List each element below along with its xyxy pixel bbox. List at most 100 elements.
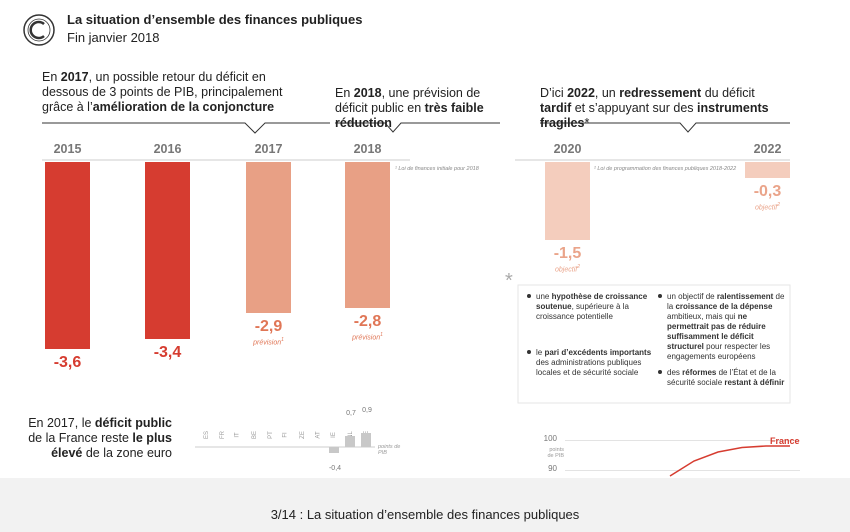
logo (23, 14, 55, 46)
note-ref: 1 (380, 331, 383, 338)
text: de l’État et de la sécurité sociale (667, 368, 776, 387)
bar (345, 162, 390, 308)
y-tick-label: 100 (543, 434, 557, 443)
x-tick-label: 2017 (254, 142, 283, 156)
bullet (527, 294, 531, 298)
bold-text: réformes (682, 368, 717, 377)
value-label: -1,5 (553, 245, 582, 262)
note-text: objectif (755, 203, 778, 211)
note-text: prévision (352, 333, 381, 341)
text: et s’appuyant sur des (571, 101, 698, 115)
footnote: ¹ Loi de finances initiale pour 2018 (395, 166, 479, 172)
subtitle: Fin janvier 2018 (67, 30, 160, 45)
bullet (658, 294, 662, 298)
bar (246, 162, 291, 313)
bold-text: ne permettrait pas de réduire suffisamme… (667, 312, 766, 351)
x-tick-label: 2022 (753, 142, 782, 156)
text: de la zone euro (82, 446, 172, 460)
text: , une prévision de déficit public en (335, 86, 481, 115)
bold-text: redressement (619, 86, 702, 100)
value-label: -2,9 (254, 317, 283, 335)
assumption: une hypothèse de croissance soutenue, su… (536, 292, 654, 322)
callout-frames (42, 122, 791, 448)
assumption: le pari d’excédents importants des admin… (536, 348, 654, 378)
line (669, 445, 790, 477)
callout: D’ici 2022, un redressement du déficit t… (540, 86, 785, 131)
text: ambitieux, mais qui (667, 312, 738, 321)
bold-text: le plus élevé (51, 431, 172, 460)
text: En (335, 86, 354, 100)
value-label: -3,6 (53, 354, 82, 372)
note-ref: 2 (777, 201, 780, 208)
text: , supérieure à la croissance potentielle (536, 302, 629, 321)
callout: En 2018, une prévision de déficit public… (335, 86, 505, 131)
text: En 2017, le (28, 416, 95, 430)
legend-label: France (770, 436, 800, 446)
asterisk: * (505, 270, 513, 292)
comparison-text: En 2017, le déficit public de la France … (20, 416, 172, 461)
footnote: ² Loi de programmation des finances publ… (594, 166, 737, 172)
line-plot (669, 445, 790, 477)
x-tick-label: 2015 (53, 142, 82, 156)
text: un objectif de (667, 292, 717, 301)
bar (329, 447, 339, 454)
assumption: un objectif de ralentissement de la croi… (667, 292, 785, 362)
y-axis-label: points de PIB (547, 447, 564, 459)
value-label: 0,9 (362, 406, 372, 414)
grid-line (565, 470, 800, 471)
text: * (584, 116, 590, 130)
bold-text: 2018 (353, 86, 382, 100)
caption: 3/14 : La situation d’ensemble des finan… (270, 507, 580, 522)
value-label: -2,8 (353, 312, 382, 330)
bold-text: instruments fragiles (540, 101, 769, 130)
bold-text: très faible réduction (335, 101, 484, 130)
grid-line (565, 440, 800, 441)
bar (361, 432, 371, 447)
bold-text: pari d’excédents importants (544, 348, 652, 357)
x-tick-label: 2020 (553, 142, 582, 156)
text: du déficit (701, 86, 755, 100)
bold-text: restant à définir (724, 378, 785, 387)
title: La situation d’ensemble des finances pub… (67, 12, 363, 27)
bar (345, 435, 355, 447)
text: des administrations publiques locales et… (536, 358, 642, 377)
note: objectif2 (535, 264, 600, 273)
callout: En 2017, un possible retour du déficit e… (42, 70, 304, 115)
note-text: objectif (555, 266, 578, 274)
value-label: -3,4 (153, 343, 182, 361)
unit-label: points de PIB (378, 444, 401, 456)
bar (545, 162, 590, 240)
caption-bar: 3/14 : La situation d’ensemble des finan… (0, 478, 850, 532)
bold-text: déficit public (94, 416, 172, 430)
note: prévision1 (236, 337, 301, 346)
x-tick-label: 2018 (353, 142, 382, 156)
text: le (536, 348, 545, 357)
x-tick-label: 2016 (153, 142, 182, 156)
bullet (658, 370, 662, 374)
text: des (667, 368, 683, 377)
value-label: -0,3 (753, 182, 782, 200)
bold-text: ralentissement (716, 292, 774, 301)
text: , un possible retour du déficit en desso… (42, 70, 283, 114)
y-tick-label: 90 (548, 464, 557, 473)
bold-text: hypothèse de croissance soutenue (536, 292, 648, 311)
text: une (536, 292, 552, 301)
assumption: des réformes de l’État et de la sécurité… (667, 368, 785, 388)
value-label: 0,7 (346, 409, 356, 417)
note-ref: 1 (281, 336, 284, 343)
note-ref: 2 (577, 264, 580, 270)
bar (45, 162, 90, 350)
text: de la France reste (28, 431, 133, 445)
bold-text: amélioration de la conjoncture (92, 100, 275, 114)
text: En (42, 70, 61, 84)
bold-text: 2017 (60, 70, 89, 84)
note: objectif2 (735, 202, 800, 211)
text: D’ici (540, 86, 568, 100)
bold-text: tardif (540, 101, 572, 115)
bold-text: 2022 (567, 86, 595, 100)
text: de la (667, 292, 785, 311)
text: , un (594, 86, 620, 100)
note-text: prévision (253, 339, 282, 347)
bullet (527, 350, 531, 354)
